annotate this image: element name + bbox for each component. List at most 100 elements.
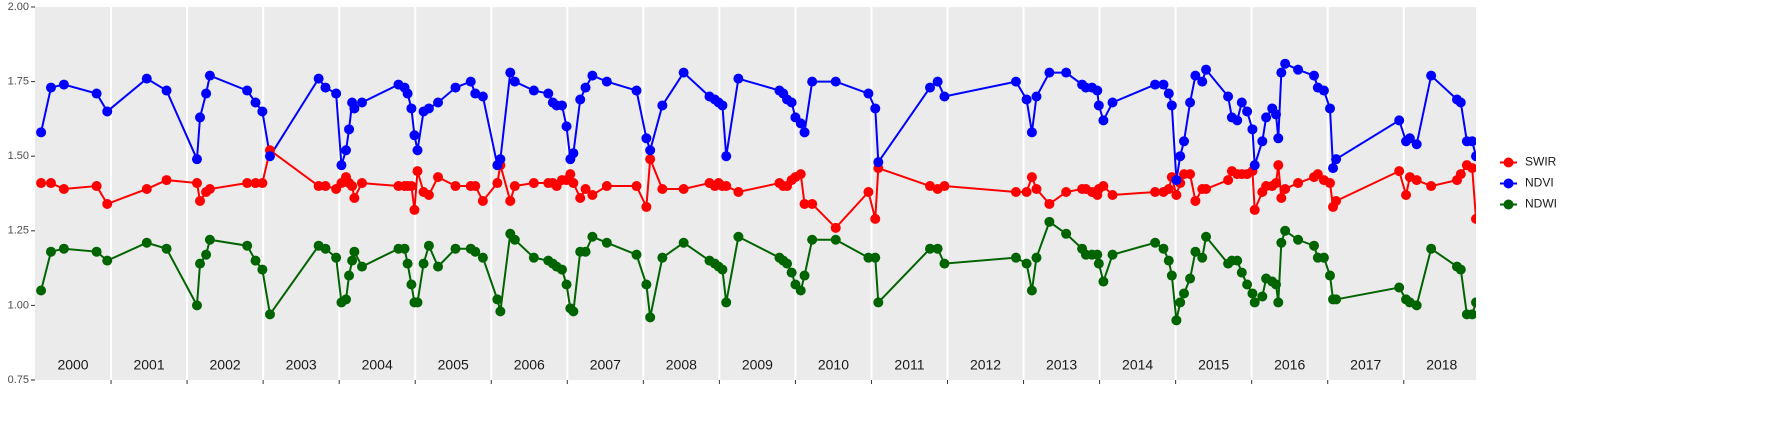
point [320, 82, 331, 93]
point [733, 187, 744, 198]
point [349, 192, 360, 203]
point [1158, 243, 1169, 254]
point [91, 246, 102, 257]
point [556, 100, 567, 111]
point [1394, 282, 1405, 293]
point [450, 243, 461, 254]
point [36, 178, 47, 189]
point [418, 258, 429, 269]
point [36, 285, 47, 296]
point [1271, 279, 1282, 290]
point [1093, 258, 1104, 269]
point [492, 178, 503, 189]
point [257, 178, 268, 189]
point [1404, 133, 1415, 144]
point [1276, 67, 1287, 78]
point [1273, 160, 1284, 171]
point [799, 270, 810, 281]
point [925, 82, 936, 93]
point [587, 231, 598, 242]
point [1223, 175, 1234, 186]
point [141, 73, 152, 84]
point [786, 267, 797, 278]
point [1324, 178, 1335, 189]
point [1280, 184, 1291, 195]
point [863, 252, 874, 263]
point [1171, 189, 1182, 200]
x-tick-label: 2012 [970, 357, 1001, 373]
point [1236, 97, 1247, 108]
point [795, 169, 806, 180]
point [1178, 288, 1189, 299]
point [807, 198, 818, 209]
point [1318, 85, 1329, 96]
point [1098, 181, 1109, 192]
point [1026, 127, 1037, 138]
point [830, 76, 841, 87]
point [863, 187, 874, 198]
legend-label: NDVI [1525, 176, 1554, 190]
x-tick-label: 2000 [57, 357, 88, 373]
point [543, 88, 554, 99]
point [1061, 187, 1072, 198]
point [1197, 252, 1208, 263]
point [1324, 270, 1335, 281]
point [932, 76, 943, 87]
point [257, 264, 268, 275]
point [191, 178, 202, 189]
x-tick-label: 2017 [1350, 357, 1381, 373]
point [645, 145, 656, 156]
point [264, 151, 275, 162]
point [1328, 163, 1339, 174]
point [568, 306, 579, 317]
point [509, 234, 520, 245]
point [91, 88, 102, 99]
point [587, 70, 598, 81]
point [356, 97, 367, 108]
point [1175, 151, 1186, 162]
point [1331, 154, 1342, 165]
point [1309, 70, 1320, 81]
point [204, 70, 215, 81]
point [433, 172, 444, 183]
point [1021, 258, 1032, 269]
point [1026, 285, 1037, 296]
point [1276, 192, 1287, 203]
point [568, 178, 579, 189]
point [565, 169, 576, 180]
point [733, 231, 744, 242]
point [406, 279, 417, 290]
point [204, 184, 215, 195]
point [1271, 109, 1282, 120]
point [870, 252, 881, 263]
point [1010, 187, 1021, 198]
point [1331, 195, 1342, 206]
point [1098, 115, 1109, 126]
point [1318, 252, 1329, 263]
point [423, 240, 434, 251]
point [528, 85, 539, 96]
point [477, 195, 488, 206]
plot-area [36, 58, 1476, 326]
point [423, 103, 434, 114]
point [1309, 240, 1320, 251]
point [1411, 139, 1422, 150]
point [201, 88, 212, 99]
point [678, 184, 689, 195]
point [250, 97, 261, 108]
point [580, 82, 591, 93]
point [450, 181, 461, 192]
x-tick-label: 2014 [1122, 357, 1153, 373]
point [873, 157, 884, 168]
point [1044, 67, 1055, 78]
point [250, 255, 261, 266]
point [1426, 181, 1437, 192]
point [1150, 79, 1161, 90]
point [939, 258, 950, 269]
point [925, 181, 936, 192]
point [1178, 136, 1189, 147]
point [1471, 151, 1476, 162]
point [201, 249, 212, 260]
point [1467, 136, 1476, 147]
